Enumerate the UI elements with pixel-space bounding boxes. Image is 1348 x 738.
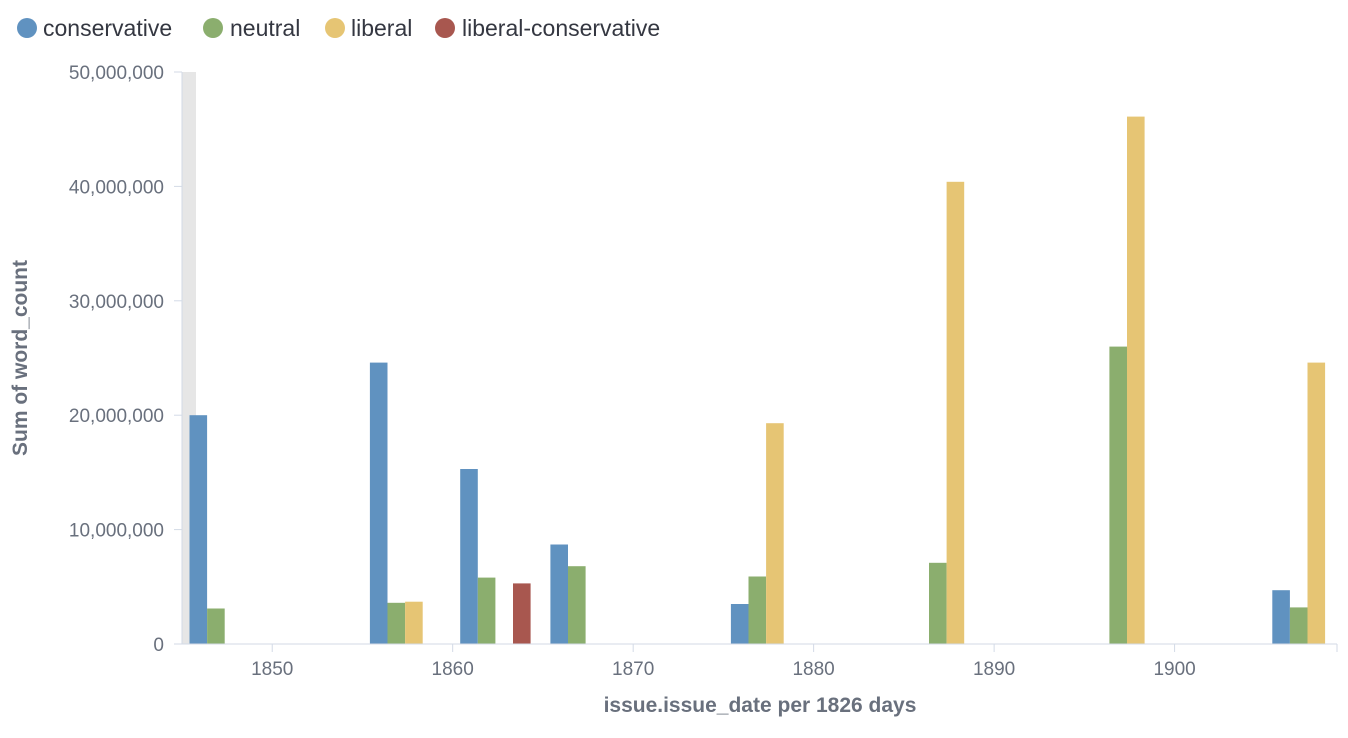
y-axis-title: Sum of word_count (9, 260, 32, 456)
legend-item-liberal-conservative[interactable]: liberal-conservative (435, 15, 660, 41)
bar-conservative-1865[interactable] (550, 544, 568, 645)
bar-neutral-1860[interactable] (477, 577, 496, 644)
bar-conservative-1860[interactable] (460, 469, 478, 644)
bar-neutral-1885[interactable] (929, 562, 947, 644)
y-tick-label: 20,000,000 (69, 406, 164, 427)
bar-liberal-1895[interactable] (1127, 116, 1145, 645)
bar-neutral-1895[interactable] (1109, 346, 1127, 644)
legend-label-liberal: liberal (351, 15, 412, 41)
x-tick-label: 1860 (432, 659, 474, 680)
bar-neutral-1845[interactable] (207, 608, 225, 645)
legend: conservative neutral liberal liberal-con… (17, 15, 660, 41)
legend-dot-conservative (17, 18, 37, 38)
bar-conservative-1875[interactable] (730, 604, 749, 644)
bar-liberal-1875[interactable] (766, 423, 784, 644)
bar-liberal-1905[interactable] (1307, 362, 1326, 644)
bar-conservative-1845[interactable] (189, 415, 208, 644)
x-ticks: 1850 1860 1870 1880 1890 1900 (251, 644, 1196, 680)
legend-label-neutral: neutral (230, 15, 300, 41)
legend-label-conservative: conservative (43, 15, 172, 41)
legend-item-liberal[interactable]: liberal (325, 15, 412, 41)
y-tick-label: 10,000,000 (69, 521, 164, 542)
y-tick-label: 0 (153, 635, 164, 656)
legend-dot-neutral (203, 18, 223, 38)
legend-item-neutral[interactable]: neutral (203, 15, 300, 41)
x-tick-label: 1900 (1153, 659, 1195, 680)
bar-liberal-conservative-1860[interactable] (513, 583, 531, 644)
bar-liberal-1855[interactable] (405, 601, 423, 644)
x-tick-label: 1870 (612, 659, 654, 680)
y-tick-label: 40,000,000 (69, 177, 164, 198)
x-tick-label: 1890 (973, 659, 1015, 680)
bars-layer (189, 116, 1326, 645)
legend-dot-liberal (325, 18, 345, 38)
bar-neutral-1855[interactable] (387, 602, 406, 644)
bar-conservative-1905[interactable] (1272, 590, 1290, 644)
y-tick-label: 30,000,000 (69, 292, 164, 313)
y-tick-label: 50,000,000 (69, 63, 164, 84)
x-axis-title: issue.issue_date per 1826 days (604, 694, 917, 717)
x-tick-label: 1850 (251, 659, 293, 680)
bar-liberal-1885[interactable] (946, 181, 965, 645)
bar-neutral-1865[interactable] (568, 566, 586, 644)
bar-neutral-1875[interactable] (748, 576, 767, 645)
y-ticks: 0 10,000,000 20,000,000 30,000,000 40,000,00… (69, 63, 182, 656)
x-tick-label: 1880 (792, 659, 834, 680)
bar-neutral-1905[interactable] (1289, 607, 1308, 644)
legend-label-liberal-conservative: liberal-conservative (462, 15, 660, 41)
bar-conservative-1855[interactable] (369, 362, 388, 644)
legend-item-conservative[interactable]: conservative (17, 15, 172, 41)
legend-dot-liberal-conservative (435, 18, 455, 38)
